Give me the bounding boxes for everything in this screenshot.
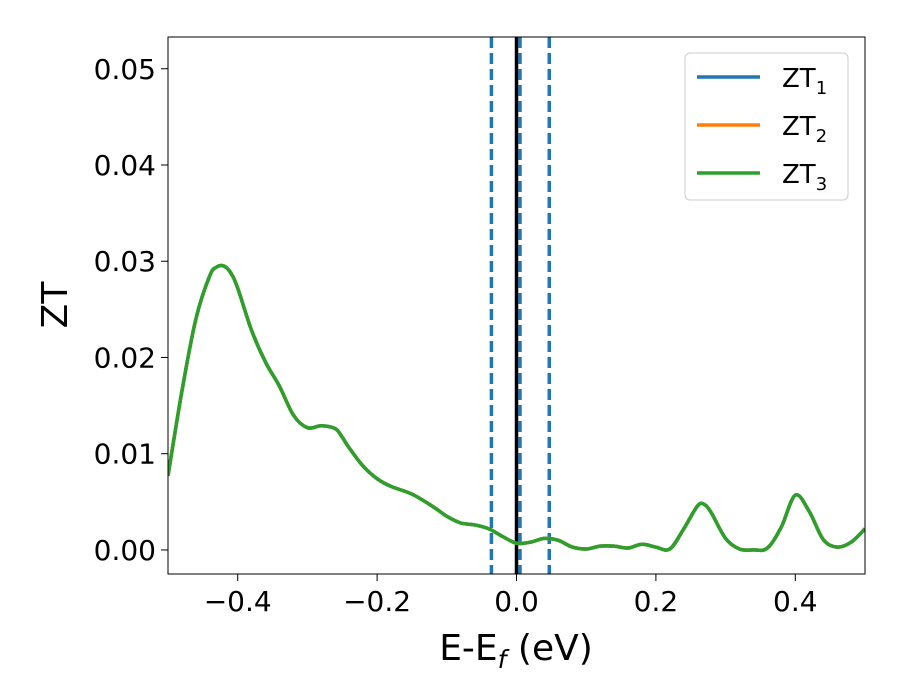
legend-label: ZT3 xyxy=(782,160,827,195)
legend-label: ZT2 xyxy=(782,112,827,147)
x-tick-label: −0.4 xyxy=(204,585,272,618)
legend-label: ZT1 xyxy=(782,64,827,99)
y-tick-label: 0.03 xyxy=(94,245,156,278)
series-line-zt3 xyxy=(168,263,865,553)
y-tick-label: 0.05 xyxy=(94,53,156,86)
legend-box xyxy=(684,52,849,201)
x-tick-label: 0.2 xyxy=(634,585,679,618)
x-tick-label: 0.4 xyxy=(773,585,818,618)
legend: ZT1 ZT2 ZT3 xyxy=(684,52,849,201)
y-tick-label: 0.02 xyxy=(94,341,156,374)
x-tick-label: 0.0 xyxy=(494,585,539,618)
x-axis-label: E-Ef (eV) xyxy=(439,628,593,674)
y-tick-label: 0.00 xyxy=(94,534,156,567)
x-tick-label: −0.2 xyxy=(343,585,411,618)
y-tick-label: 0.04 xyxy=(94,149,156,182)
y-tick-label: 0.01 xyxy=(94,438,156,471)
y-axis-label: ZT xyxy=(35,281,76,329)
